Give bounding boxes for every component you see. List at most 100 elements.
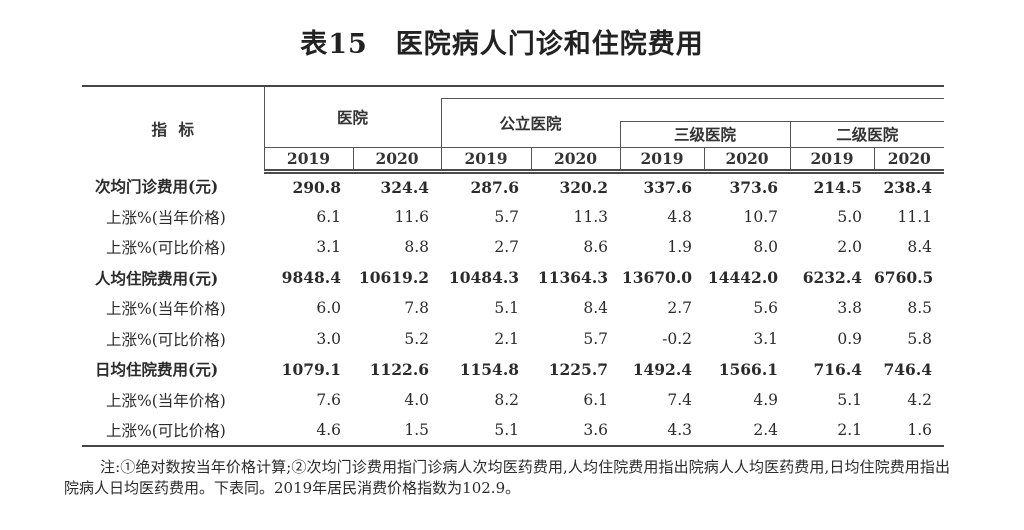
value-cell: 5.6 (753, 299, 779, 318)
value-cell: 4.3 (620, 415, 705, 447)
year-header: 2020 (530, 146, 621, 174)
year-header: 2020 (873, 146, 945, 174)
value-cell: 746.4 (883, 359, 933, 379)
value-cell: 4.0 (404, 390, 430, 409)
value-cell: 4.8 (667, 207, 693, 226)
value-cell: 8.6 (583, 238, 609, 257)
group-header-hospital: 医院 (337, 107, 369, 127)
value-cell: 6232.4 (802, 268, 863, 288)
value-cell: 1154.8 (459, 359, 520, 379)
tier-group-box-top (620, 98, 945, 122)
value-cell: 214.5 (813, 178, 863, 197)
value-cell: 14442.0 (707, 268, 779, 288)
row-indicator-label: 上涨%(当年价格) (106, 391, 226, 410)
value-cell: 11364.3 (537, 268, 609, 288)
value-cell: 11.6 (394, 207, 430, 226)
value-cell: 2.1 (494, 329, 520, 348)
year-header: 2020 (352, 146, 442, 174)
value-cell: 6.0 (316, 299, 341, 318)
row-indicator-label: 上涨%(可比价格) (106, 330, 226, 349)
value-cell: 1.5 (353, 415, 442, 447)
table-row: 上涨%(当年价格) 7.6 4.0 8.2 6.1 7.4 4.9 5.1 4.2 (82, 385, 944, 416)
value-cell: 1.9 (667, 238, 693, 257)
value-cell: 2.7 (494, 238, 520, 257)
year-header: 2019 (789, 146, 875, 174)
value-cell: 5.2 (404, 329, 430, 348)
value-cell: 320.2 (559, 178, 609, 197)
value-cell: 324.4 (380, 178, 430, 197)
table-row: 上涨%(可比价格) 3.0 5.2 2.1 5.7 -0.2 3.1 0.9 5.8 (82, 324, 944, 355)
value-cell: 1122.6 (369, 359, 430, 379)
value-cell: 5.7 (583, 329, 609, 348)
value-cell: 0.9 (837, 329, 863, 348)
value-cell: 5.1 (837, 390, 863, 409)
value-cell: 5.1 (494, 299, 520, 318)
table-row: 上涨%(当年价格) 6.1 11.6 5.7 11.3 4.8 10.7 5.0 11.1 (82, 202, 944, 233)
year-header: 2020 (703, 146, 791, 174)
group-header-secondary-hospital: 二级医院 (789, 121, 945, 147)
value-cell: 1225.7 (548, 359, 609, 379)
value-cell: 1.6 (874, 415, 945, 447)
value-cell: 6.1 (583, 390, 609, 409)
value-cell: 13670.0 (621, 268, 693, 288)
group-header-tertiary-hospital: 三级医院 (619, 121, 791, 147)
value-cell: 3.1 (316, 238, 341, 257)
value-cell: 2.1 (790, 415, 875, 447)
value-cell: 8.2 (494, 390, 520, 409)
value-cell: 10.7 (743, 207, 779, 226)
value-cell: 4.2 (907, 390, 933, 409)
value-cell: 2.4 (704, 415, 791, 447)
row-indicator-label: 上涨%(可比价格) (82, 415, 264, 447)
value-cell: 9848.4 (281, 268, 341, 288)
row-indicator-label: 人均住院费用(元) (95, 268, 219, 288)
value-cell: 373.6 (729, 178, 779, 197)
value-cell: 238.4 (883, 178, 933, 197)
group-header-public-hospital: 公立医院 (440, 98, 621, 147)
value-cell: 8.4 (907, 238, 933, 257)
value-cell: 3.0 (316, 329, 341, 348)
value-cell: 4.9 (753, 390, 779, 409)
year-header: 2019 (440, 146, 532, 174)
table-row: 人均住院费用(元) 9848.4 10619.2 10484.3 11364.3 1367… (82, 263, 944, 294)
year-header: 2019 (619, 146, 705, 174)
value-cell: 5.1 (441, 415, 532, 447)
row-indicator-label: 上涨%(当年价格) (106, 300, 226, 319)
table-row: 上涨%(可比价格) 4.6 1.5 5.1 3.6 4.3 2.4 2.1 1.6 (82, 415, 945, 447)
value-cell: 10484.3 (448, 268, 520, 288)
outpatient-inpatient-expense-table: 指 标 医院 公立医院 三级医院 二级医院 2019 2020 2019 202… (82, 85, 945, 447)
value-cell: 7.6 (316, 390, 341, 409)
header-row-top: 指 标 医院 (82, 86, 945, 171)
value-cell: 3.6 (531, 415, 621, 447)
table-body: 次均门诊费用(元) 290.8 324.4 287.6 320.2 337.6 373.6 2… (82, 171, 945, 447)
value-cell: 290.8 (292, 178, 341, 197)
value-cell: 1566.1 (718, 359, 779, 379)
value-cell: 7.4 (667, 390, 693, 409)
value-cell: 1492.4 (632, 359, 693, 379)
value-cell: 4.6 (264, 415, 353, 447)
value-cell: 11.1 (897, 207, 933, 226)
value-cell: 1079.1 (281, 359, 341, 379)
value-cell: 8.8 (404, 238, 430, 257)
value-cell: 3.8 (837, 299, 863, 318)
row-indicator-label: 次均门诊费用(元) (95, 177, 219, 197)
table-row: 上涨%(可比价格) 3.1 8.8 2.7 8.6 1.9 8.0 2.0 8.4 (82, 232, 944, 263)
page-title: 表15 医院病人门诊和住院费用 (300, 29, 704, 60)
row-indicator-label: 上涨%(当年价格) (106, 208, 226, 227)
public-hospital-group-box-top (441, 86, 945, 99)
table-footnote: 注:①绝对数按当年价格计算;②次均门诊费用指门诊病人次均医药费用,人均住院费用指… (64, 458, 950, 497)
value-cell: 7.8 (404, 299, 430, 318)
value-cell: 6760.5 (874, 268, 934, 288)
year-header: 2019 (264, 146, 353, 174)
indicator-column-header: 指 标 (82, 86, 265, 171)
value-cell: 11.3 (573, 207, 609, 226)
table-row: 上涨%(当年价格) 6.0 7.8 5.1 8.4 2.7 5.6 3.8 8.5 (82, 293, 944, 324)
value-cell: 8.4 (583, 299, 609, 318)
table-row: 次均门诊费用(元) 290.8 324.4 287.6 320.2 337.6 373.6 2… (82, 171, 944, 202)
header-row-public: 公立医院 (82, 98, 945, 147)
row-indicator-label: 上涨%(可比价格) (106, 239, 226, 258)
value-cell: 6.1 (316, 207, 341, 226)
value-cell: 8.0 (753, 238, 779, 257)
header-row-tiers: 三级医院 二级医院 (82, 121, 945, 147)
value-cell: 337.6 (643, 178, 693, 197)
table-row: 日均住院费用(元) 1079.1 1122.6 1154.8 1225.7 1492.4 1… (82, 354, 944, 385)
